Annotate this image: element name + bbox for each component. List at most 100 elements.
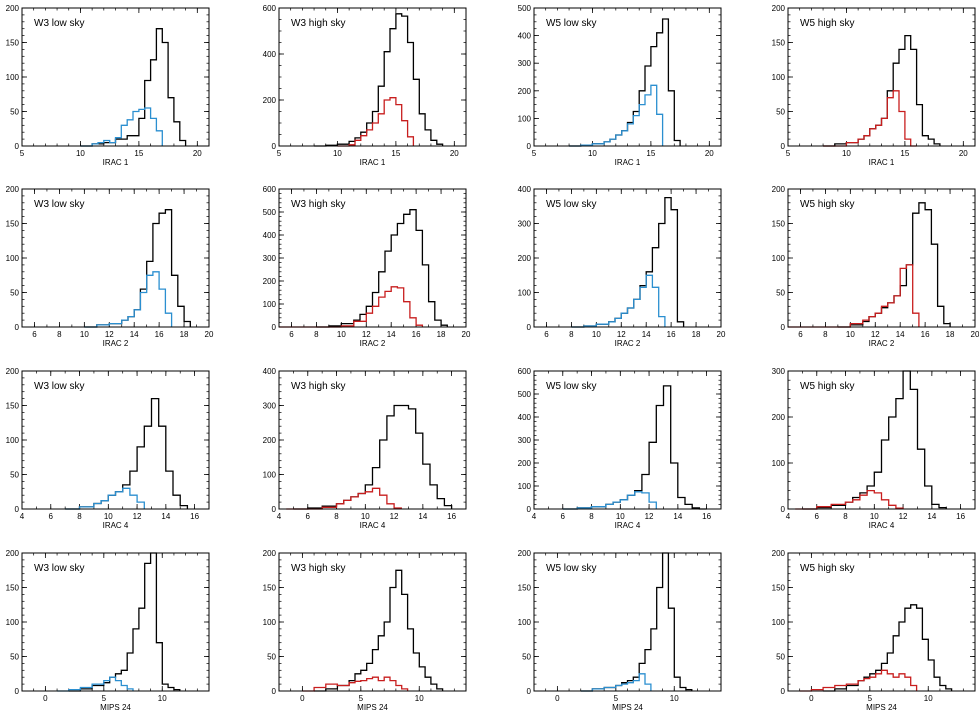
x-tick-label: 10	[361, 512, 370, 521]
histogram-panel-11: 4 6 8 10 12 14 16 0 100 200 300 400 500 600 W5 low sky…	[518, 367, 722, 530]
y-tick-label: 150	[772, 584, 786, 593]
y-tick-label: 50	[776, 653, 785, 662]
plot-frame	[533, 370, 722, 510]
panel-title: W3 high sky	[291, 381, 345, 392]
y-tick-label: 100	[6, 436, 20, 445]
plot-frame	[787, 188, 976, 328]
y-tick-label: 150	[6, 39, 20, 48]
y-tick-label: 0	[781, 687, 786, 696]
series-all-line	[569, 18, 681, 147]
panel-title: W5 high sky	[800, 18, 854, 29]
x-tick-label: 16	[412, 330, 421, 339]
x-tick-label: 12	[105, 330, 114, 339]
y-tick-label: 50	[10, 471, 19, 480]
y-tick-label: 300	[518, 59, 532, 68]
y-tick-label: 400	[518, 185, 532, 194]
x-tick-label: 0	[555, 694, 560, 703]
y-tick-label: 300	[263, 254, 277, 263]
x-tick-label: 5	[532, 149, 537, 158]
y-tick-label: 200	[6, 4, 20, 13]
x-tick-label: 16	[447, 512, 456, 521]
series-subset-line	[57, 676, 134, 692]
x-tick-label: 6	[798, 330, 803, 339]
y-tick-label: 600	[518, 367, 532, 376]
x-tick-label: 10	[158, 694, 167, 703]
x-tick-label: 20	[705, 149, 714, 158]
y-tick-label: 200	[518, 459, 532, 468]
x-axis-label: IRAC 2	[869, 339, 895, 348]
y-tick-label: 150	[772, 220, 786, 229]
series-all-line	[314, 13, 444, 147]
x-tick-label: 20	[462, 330, 471, 339]
x-tick-label: 15	[646, 149, 655, 158]
y-tick-label: 150	[6, 220, 20, 229]
x-axis-label: IRAC 4	[360, 521, 386, 530]
y-tick-label: 200	[263, 277, 277, 286]
series-subset-line	[302, 676, 409, 692]
histogram-panel-10: 4 6 8 10 12 14 16 0 100 200 300 400 W3 high sky IRAC …	[263, 367, 467, 530]
y-tick-label: 400	[263, 50, 277, 59]
x-tick-label: 5	[277, 149, 282, 158]
x-tick-label: 14	[387, 330, 396, 339]
y-tick-label: 100	[263, 471, 277, 480]
series-all-line	[293, 404, 453, 510]
x-tick-label: 10	[415, 694, 424, 703]
panel-title: W3 high sky	[291, 563, 345, 574]
x-tick-label: 12	[133, 512, 142, 521]
x-tick-label: 4	[20, 512, 25, 521]
y-tick-label: 50	[776, 289, 785, 298]
y-tick-label: 500	[263, 208, 277, 217]
series-all-line	[580, 552, 693, 692]
x-tick-label: 6	[561, 512, 566, 521]
y-tick-label: 100	[6, 618, 20, 627]
y-tick-label: 100	[518, 289, 532, 298]
x-tick-label: 8	[57, 330, 62, 339]
y-tick-label: 200	[772, 4, 786, 13]
x-tick-label: 20	[205, 330, 214, 339]
x-tick-label: 18	[437, 330, 446, 339]
y-tick-label: 300	[263, 402, 277, 411]
y-tick-label: 200	[263, 96, 277, 105]
y-tick-label: 200	[6, 549, 20, 558]
y-tick-label: 300	[772, 367, 786, 376]
plot-frame	[21, 552, 210, 692]
x-tick-label: 5	[359, 694, 364, 703]
series-all-line	[823, 34, 941, 147]
x-tick-label: 5	[20, 149, 25, 158]
x-tick-label: 6	[289, 330, 294, 339]
series-all-line	[80, 28, 187, 147]
x-tick-label: 5	[868, 694, 873, 703]
series-all-line	[316, 209, 448, 328]
y-tick-label: 0	[272, 687, 277, 696]
y-tick-label: 100	[518, 618, 532, 627]
histogram-panel-9: 4 6 8 10 12 14 16 0 50 100 150 200 W3 low sky IRAC 4	[6, 367, 210, 530]
y-tick-label: 0	[15, 505, 20, 514]
x-tick-label: 8	[589, 512, 594, 521]
x-tick-label: 20	[450, 149, 459, 158]
plot-frame	[278, 7, 467, 147]
x-tick-label: 14	[927, 512, 936, 521]
x-axis-label: IRAC 1	[360, 158, 386, 167]
y-tick-label: 600	[263, 4, 277, 13]
y-tick-label: 400	[263, 367, 277, 376]
series-subset-line	[569, 84, 664, 147]
x-tick-label: 15	[900, 149, 909, 158]
x-tick-label: 12	[645, 512, 654, 521]
y-tick-label: 0	[272, 142, 277, 151]
series-all-line	[562, 385, 707, 510]
panel-title: W3 high sky	[291, 18, 345, 29]
x-tick-label: 12	[617, 330, 626, 339]
x-tick-label: 14	[418, 512, 427, 521]
x-tick-label: 16	[667, 330, 676, 339]
x-tick-label: 8	[569, 330, 574, 339]
y-tick-label: 0	[15, 142, 20, 151]
y-tick-label: 100	[263, 300, 277, 309]
x-tick-label: 14	[130, 330, 139, 339]
plot-frame	[787, 552, 976, 692]
x-tick-label: 10	[924, 694, 933, 703]
y-tick-label: 500	[518, 390, 532, 399]
